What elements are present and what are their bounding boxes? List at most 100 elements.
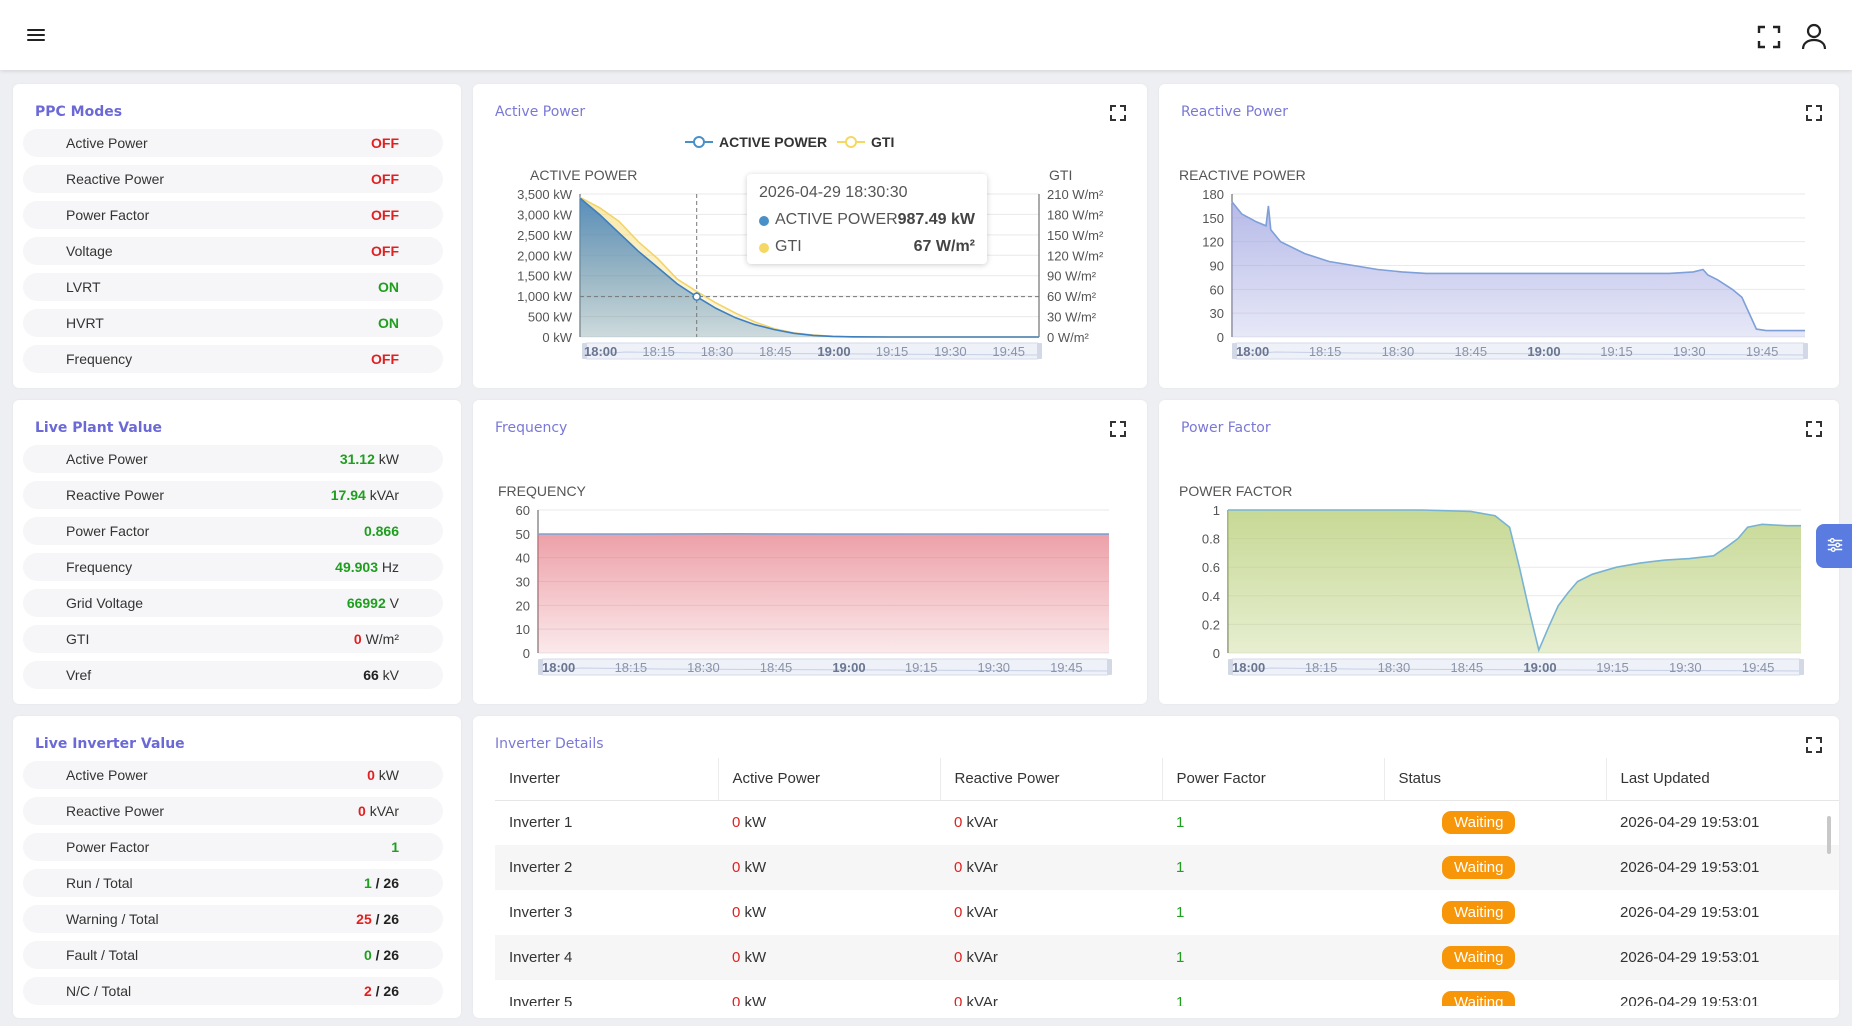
reactive-power-unit: kVAr: [966, 814, 998, 832]
expand-icon[interactable]: [1805, 104, 1823, 122]
cell-last-updated: 2026-04-29 19:53:01: [1606, 935, 1839, 980]
value-row: Active Power OFF: [23, 129, 443, 157]
active-power-title: Active Power: [495, 104, 586, 120]
cell-power-factor: 1: [1162, 980, 1384, 1006]
reactive-power-value: 0: [954, 859, 963, 876]
value-row: Active Power 0 kW: [23, 761, 443, 789]
row-label: Reactive Power: [66, 171, 165, 187]
status-badge: Waiting: [1442, 901, 1516, 924]
reactive-power-title: Reactive Power: [1181, 104, 1289, 120]
y-tick-label: 120: [1202, 235, 1224, 250]
row-unit: kVAr: [369, 803, 399, 819]
zoom-tick-label: 19:30: [1669, 660, 1702, 675]
active-power-unit: kW: [744, 859, 767, 876]
column-header[interactable]: Inverter: [495, 758, 719, 801]
value-row: Run / Total 1 / 26: [23, 869, 443, 897]
zoom-tick-label: 19:30: [1673, 344, 1706, 359]
zoom-tick-label: 18:30: [1382, 344, 1415, 359]
active-power-value: 0: [732, 949, 741, 966]
value-row: Active Power 31.12 kW: [23, 445, 443, 473]
power-factor-chart[interactable]: POWER FACTOR 1 0.8 0.6 0.4 0.2 0 18:00 18:15 18:3…: [1159, 400, 1839, 704]
expand-icon[interactable]: [1109, 104, 1127, 122]
zoom-tick-label: 18:45: [760, 660, 793, 675]
table-scrollbar[interactable]: [1827, 816, 1831, 854]
value-row: Grid Voltage 66992 V: [23, 589, 443, 617]
row-unit: kW: [378, 451, 399, 467]
column-header[interactable]: Active Power: [718, 758, 941, 801]
y-axis-title: REACTIVE POWER: [1179, 167, 1306, 183]
cell-last-updated: 2026-04-29 19:53:01: [1606, 845, 1839, 890]
y-tick-label: 20: [516, 598, 530, 613]
row-value-number: 0: [358, 803, 366, 819]
series-area-frequency: [538, 533, 1109, 653]
y-tick-label: 0: [1217, 330, 1224, 345]
expand-icon[interactable]: [1109, 420, 1127, 438]
expand-icon[interactable]: [1805, 420, 1823, 438]
zoom-handle-right: [1799, 659, 1804, 675]
row-unit: V: [389, 595, 399, 611]
y2-tick-label: 60 W/m²: [1047, 289, 1097, 304]
last-updated-value: 2026-04-29 19:53:01: [1620, 949, 1760, 966]
status-badge: Waiting: [1442, 946, 1516, 969]
hamburger-menu-icon[interactable]: [24, 24, 50, 46]
y-tick-label: 30: [1210, 306, 1224, 321]
last-updated-value: 2026-04-29 19:53:01: [1620, 904, 1760, 921]
user-icon[interactable]: [1800, 22, 1828, 50]
reactive-power-chart[interactable]: REACTIVE POWER 180 150 120 90 60 30 0 18:00 18:15…: [1159, 84, 1839, 388]
power-factor-card: Power Factor POWER FACTOR 1 0.8 0.6 0.4 0.2 0 1…: [1159, 400, 1839, 704]
zoom-tick-label: 19:00: [1523, 660, 1556, 675]
expand-icon[interactable]: [1805, 736, 1823, 754]
zoom-tick-label: 19:30: [934, 344, 967, 359]
y-tick-label: 3,000 kW: [517, 207, 573, 222]
power-factor-value: 1: [1176, 814, 1185, 832]
live-plant-title: Live Plant Value: [35, 420, 163, 436]
row-value: 31.12 kW: [340, 451, 399, 467]
column-header[interactable]: Status: [1384, 758, 1607, 801]
row-value: 49.903 Hz: [335, 559, 399, 575]
cell-active-power: 0 kW: [718, 980, 940, 1006]
row-total: / 26: [375, 911, 399, 927]
row-label: Power Factor: [66, 839, 150, 855]
row-value: 0 W/m²: [354, 631, 399, 647]
zoom-tick-label: 18:45: [1455, 344, 1488, 359]
y-tick-label: 0: [523, 646, 530, 661]
inverter-details-card: Inverter Details Inverter Active Power R…: [473, 716, 1839, 1018]
active-power-unit: kW: [744, 949, 767, 966]
inverter-name: Inverter 5: [509, 994, 573, 1006]
reactive-power-value: 0: [954, 949, 963, 966]
zoom-tick-label: 19:15: [905, 660, 938, 675]
row-label: Power Factor: [66, 523, 150, 539]
y2-tick-label: 30 W/m²: [1047, 310, 1097, 325]
y-tick-label: 30: [516, 575, 530, 590]
inverter-name: Inverter 2: [509, 859, 573, 876]
row-unit: kVAr: [369, 487, 399, 503]
zoom-handle-right: [1037, 343, 1042, 359]
zoom-tick-label: 19:00: [1527, 344, 1560, 359]
zoom-tick-label: 19:15: [1596, 660, 1629, 675]
row-value: OFF: [371, 207, 399, 223]
cell-last-updated: 2026-04-29 19:53:01: [1606, 890, 1839, 935]
frequency-chart[interactable]: FREQUENCY 60 50 40 30 20 10 0 18:00 18:15 18:30 18:…: [473, 400, 1147, 704]
settings-side-tab[interactable]: [1816, 524, 1852, 568]
cell-active-power: 0 kW: [718, 890, 940, 935]
row-value-number: 66992: [346, 595, 386, 611]
column-header[interactable]: Power Factor: [1162, 758, 1385, 801]
fullscreen-icon[interactable]: [1756, 24, 1782, 50]
column-header[interactable]: Reactive Power: [940, 758, 1163, 801]
y-tick-label: 0.6: [1202, 560, 1220, 575]
inverter-name: Inverter 4: [509, 949, 573, 966]
row-value-number: 17.94: [330, 487, 366, 503]
row-label: GTI: [66, 631, 90, 647]
row-label: LVRT: [66, 279, 101, 295]
row-total: / 26: [375, 875, 399, 891]
value-row: Power Factor 0.866: [23, 517, 443, 545]
value-row: Reactive Power 0 kVAr: [23, 797, 443, 825]
tooltip-label-gti: GTI: [775, 238, 802, 255]
value-row: GTI 0 W/m²: [23, 625, 443, 653]
column-header[interactable]: Last Updated: [1606, 758, 1839, 801]
